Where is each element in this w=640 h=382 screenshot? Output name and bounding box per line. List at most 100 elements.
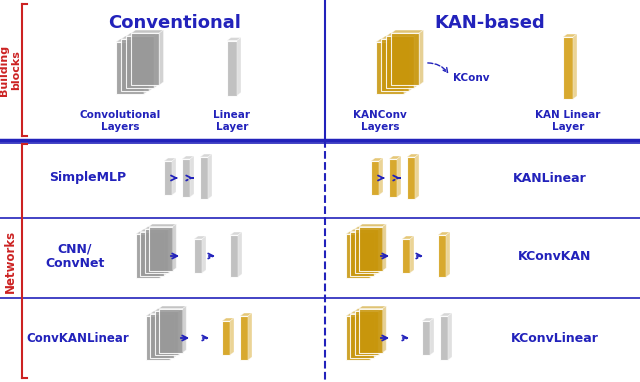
- Polygon shape: [409, 36, 413, 91]
- Polygon shape: [183, 306, 186, 353]
- Polygon shape: [374, 311, 378, 358]
- Polygon shape: [402, 236, 414, 239]
- Polygon shape: [419, 30, 424, 85]
- Polygon shape: [350, 229, 378, 231]
- Polygon shape: [159, 30, 163, 85]
- Polygon shape: [573, 34, 577, 99]
- Polygon shape: [350, 311, 378, 314]
- Polygon shape: [154, 33, 158, 88]
- Polygon shape: [346, 231, 374, 234]
- Polygon shape: [160, 231, 163, 278]
- Text: KConv: KConv: [453, 73, 490, 83]
- Bar: [240, 316, 248, 360]
- Bar: [227, 40, 237, 96]
- Polygon shape: [386, 36, 414, 88]
- Polygon shape: [173, 224, 176, 270]
- Polygon shape: [230, 232, 242, 235]
- Text: KANLinear: KANLinear: [513, 172, 587, 185]
- Bar: [182, 159, 190, 197]
- Polygon shape: [159, 309, 183, 353]
- Polygon shape: [140, 229, 168, 231]
- Polygon shape: [379, 158, 383, 195]
- Polygon shape: [159, 306, 186, 309]
- Polygon shape: [222, 318, 234, 321]
- Polygon shape: [359, 224, 387, 227]
- Polygon shape: [145, 229, 168, 273]
- Polygon shape: [415, 154, 419, 199]
- Polygon shape: [126, 33, 158, 36]
- Polygon shape: [391, 33, 419, 85]
- Polygon shape: [200, 154, 212, 157]
- Polygon shape: [359, 306, 387, 309]
- Bar: [422, 321, 430, 355]
- Polygon shape: [376, 42, 404, 94]
- Polygon shape: [172, 158, 176, 195]
- Polygon shape: [194, 236, 206, 239]
- Polygon shape: [146, 314, 173, 316]
- Polygon shape: [230, 318, 234, 355]
- Polygon shape: [350, 314, 374, 358]
- Polygon shape: [149, 36, 154, 91]
- Polygon shape: [355, 309, 382, 311]
- Polygon shape: [563, 34, 577, 37]
- Polygon shape: [448, 313, 452, 360]
- Polygon shape: [146, 316, 170, 360]
- Polygon shape: [430, 318, 434, 355]
- Polygon shape: [182, 156, 194, 159]
- Polygon shape: [359, 309, 383, 353]
- Polygon shape: [170, 314, 173, 360]
- Polygon shape: [410, 236, 414, 273]
- Text: KAN-based: KAN-based: [435, 14, 545, 32]
- Polygon shape: [350, 231, 374, 275]
- Polygon shape: [355, 227, 382, 229]
- Polygon shape: [248, 313, 252, 360]
- Polygon shape: [148, 227, 173, 270]
- Bar: [194, 239, 202, 273]
- Polygon shape: [121, 39, 149, 91]
- Polygon shape: [227, 37, 241, 40]
- Text: Linear
Layer: Linear Layer: [214, 110, 250, 132]
- Bar: [200, 157, 208, 199]
- Polygon shape: [154, 311, 179, 355]
- Polygon shape: [355, 229, 378, 273]
- Text: SimpleMLP: SimpleMLP: [49, 172, 127, 185]
- Polygon shape: [376, 39, 408, 42]
- Bar: [563, 37, 573, 99]
- Polygon shape: [383, 306, 387, 353]
- Polygon shape: [346, 314, 374, 316]
- Text: Building
blocks: Building blocks: [0, 44, 21, 96]
- Polygon shape: [150, 311, 178, 314]
- Polygon shape: [355, 311, 378, 355]
- Text: Convolutional
Layers: Convolutional Layers: [79, 110, 161, 132]
- Bar: [164, 161, 172, 195]
- Polygon shape: [190, 156, 194, 197]
- Polygon shape: [164, 158, 176, 161]
- Polygon shape: [440, 313, 452, 316]
- Text: KConvLinear: KConvLinear: [511, 332, 599, 345]
- Text: Networks: Networks: [3, 230, 17, 293]
- Polygon shape: [359, 227, 383, 270]
- Text: KANConv
Layers: KANConv Layers: [353, 110, 407, 132]
- Polygon shape: [116, 42, 144, 94]
- Polygon shape: [179, 309, 182, 355]
- Polygon shape: [240, 313, 252, 316]
- Polygon shape: [370, 231, 374, 278]
- Polygon shape: [391, 30, 424, 33]
- Polygon shape: [378, 227, 382, 273]
- Polygon shape: [174, 311, 178, 358]
- Polygon shape: [386, 33, 419, 36]
- Polygon shape: [148, 224, 176, 227]
- Polygon shape: [116, 39, 148, 42]
- Polygon shape: [131, 33, 159, 85]
- Bar: [440, 316, 448, 360]
- Polygon shape: [371, 158, 383, 161]
- Polygon shape: [164, 229, 168, 275]
- Bar: [407, 157, 415, 199]
- Text: KAN Linear
Layer: KAN Linear Layer: [535, 110, 601, 132]
- Polygon shape: [121, 36, 154, 39]
- Bar: [389, 159, 397, 197]
- Polygon shape: [407, 154, 419, 157]
- Polygon shape: [446, 232, 450, 277]
- Polygon shape: [208, 154, 212, 199]
- Polygon shape: [145, 227, 172, 229]
